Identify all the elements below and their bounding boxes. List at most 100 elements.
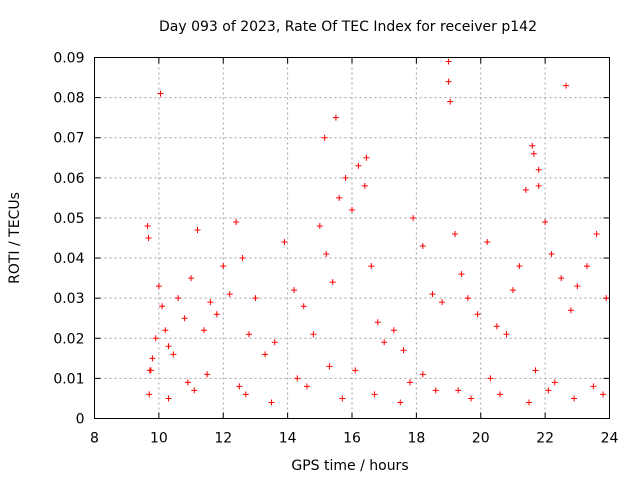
data-point <box>165 395 172 402</box>
x-axis-label: GPS time / hours <box>291 458 408 474</box>
x-tick-label: 20 <box>472 431 490 447</box>
data-point <box>542 218 549 225</box>
data-point <box>146 391 153 398</box>
data-point <box>458 271 465 278</box>
data-point <box>355 162 362 169</box>
data-point <box>400 347 407 354</box>
data-point <box>551 379 558 386</box>
data-point <box>236 383 243 390</box>
data-point <box>590 383 597 390</box>
y-tick-label: 0 <box>76 412 85 428</box>
data-point <box>371 391 378 398</box>
data-point <box>332 114 339 121</box>
y-tick-label: 0.03 <box>53 291 84 307</box>
data-point <box>363 154 370 161</box>
data-point <box>548 251 555 258</box>
data-point <box>522 186 529 193</box>
data-point <box>175 295 182 302</box>
data-point <box>204 371 211 378</box>
data-points <box>144 58 610 406</box>
data-point <box>390 327 397 334</box>
data-point <box>147 367 154 374</box>
y-tick-label: 0.08 <box>53 91 84 107</box>
data-point <box>165 343 172 350</box>
data-point <box>157 90 164 97</box>
data-point <box>406 379 413 386</box>
data-point <box>439 299 446 306</box>
data-point <box>493 323 500 330</box>
data-point <box>487 375 494 382</box>
x-tick-label: 24 <box>601 431 619 447</box>
data-point <box>194 226 201 233</box>
x-tick-label: 22 <box>536 431 554 447</box>
x-tick-labels: 8 10 12 14 16 18 20 22 24 <box>90 431 618 447</box>
x-tick-label: 8 <box>90 431 99 447</box>
data-point <box>239 255 246 262</box>
data-point <box>188 275 195 282</box>
data-point <box>368 263 375 270</box>
y-tick-label: 0.07 <box>53 131 84 147</box>
data-point <box>468 395 475 402</box>
data-point <box>455 387 462 394</box>
data-point <box>530 150 537 157</box>
data-point <box>571 395 578 402</box>
data-point <box>574 283 581 290</box>
data-point <box>162 327 169 334</box>
data-point <box>381 339 388 346</box>
data-point <box>342 174 349 181</box>
data-point <box>191 387 198 394</box>
data-point <box>181 315 188 322</box>
data-point <box>291 287 298 294</box>
data-point <box>145 235 152 241</box>
data-point <box>445 58 452 65</box>
data-point <box>593 230 600 237</box>
y-tick-label: 0.01 <box>53 371 84 387</box>
data-point <box>170 351 177 358</box>
data-point <box>410 214 417 221</box>
data-point <box>452 230 458 237</box>
data-point <box>262 351 269 358</box>
data-point <box>484 239 491 246</box>
data-point <box>271 339 278 346</box>
data-point <box>464 295 471 302</box>
data-point <box>336 194 343 201</box>
x-tick-label: 12 <box>214 431 232 447</box>
data-point <box>419 243 426 250</box>
data-point <box>509 287 516 294</box>
data-point <box>294 375 301 382</box>
data-point <box>397 399 404 406</box>
data-point <box>220 263 227 270</box>
data-point <box>567 307 574 314</box>
data-point <box>447 98 454 105</box>
data-point <box>419 371 426 378</box>
data-point <box>155 283 162 290</box>
data-point <box>159 303 166 310</box>
data-point <box>532 367 539 374</box>
data-point <box>545 387 552 394</box>
data-point <box>339 395 346 402</box>
y-tick-label: 0.04 <box>53 251 84 267</box>
data-point <box>226 291 233 298</box>
data-point <box>144 222 151 229</box>
data-point <box>374 319 381 326</box>
data-point <box>321 134 328 141</box>
data-point <box>352 367 359 374</box>
data-point <box>329 279 336 286</box>
x-tick-label: 18 <box>407 431 425 447</box>
y-tick-label: 0.05 <box>53 211 84 227</box>
data-point <box>445 78 452 85</box>
data-point <box>207 299 214 306</box>
y-axis-label: ROTI / TECUs <box>7 192 23 284</box>
data-point <box>429 291 436 298</box>
x-tick-label: 10 <box>150 431 168 447</box>
y-tick-label: 0.06 <box>53 171 84 187</box>
data-point <box>497 391 504 398</box>
data-point <box>233 218 240 225</box>
data-point <box>600 391 607 398</box>
data-point <box>583 263 590 270</box>
data-point <box>349 206 355 213</box>
data-point <box>149 355 156 362</box>
data-point <box>529 142 536 149</box>
y-tick-labels: 0 0.01 0.02 0.03 0.04 0.05 0.06 0.07 0.08 0.09 <box>53 51 84 428</box>
y-tick-label: 0.02 <box>53 331 84 347</box>
